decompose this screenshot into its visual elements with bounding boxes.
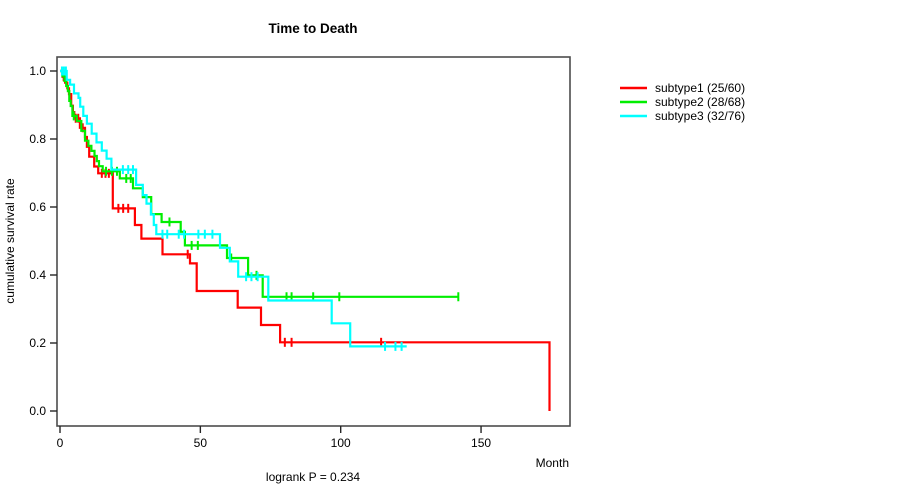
y-tick-label: 1.0 — [29, 64, 46, 78]
plot-border — [56, 56, 571, 427]
y-tick-label: 0.6 — [29, 200, 46, 214]
axis-ticks: 0 50 100 150 0.0 0.2 0.4 0.6 0.8 1.0 — [29, 64, 491, 450]
chart-title: Time to Death — [268, 21, 357, 36]
x-axis-label: Month — [536, 456, 569, 470]
y-tick-label: 0.2 — [29, 336, 46, 350]
survival-curves — [60, 66, 551, 411]
y-tick-label: 0.4 — [29, 268, 46, 282]
x-tick-label: 50 — [194, 436, 208, 450]
legend-item: subtype1 (25/60) — [620, 81, 745, 95]
y-tick-label: 0.0 — [29, 404, 46, 418]
y-tick-label: 0.8 — [29, 132, 46, 146]
legend: subtype1 (25/60) subtype2 (28/68) subtyp… — [620, 81, 745, 123]
survival-curve-subtype2 — [60, 69, 459, 298]
legend-item: subtype2 (28/68) — [620, 95, 745, 109]
survival-curve-subtype1 — [60, 69, 551, 411]
x-tick-label: 0 — [57, 436, 64, 450]
x-tick-label: 100 — [331, 436, 351, 450]
logrank-pvalue: logrank P = 0.234 — [266, 470, 361, 484]
y-axis-label: cumulative survival rate — [3, 178, 17, 304]
x-tick-label: 150 — [471, 436, 491, 450]
legend-label: subtype2 (28/68) — [655, 95, 745, 109]
legend-item: subtype3 (32/76) — [620, 109, 745, 123]
legend-label: subtype1 (25/60) — [655, 81, 745, 95]
legend-label: subtype3 (32/76) — [655, 109, 745, 123]
